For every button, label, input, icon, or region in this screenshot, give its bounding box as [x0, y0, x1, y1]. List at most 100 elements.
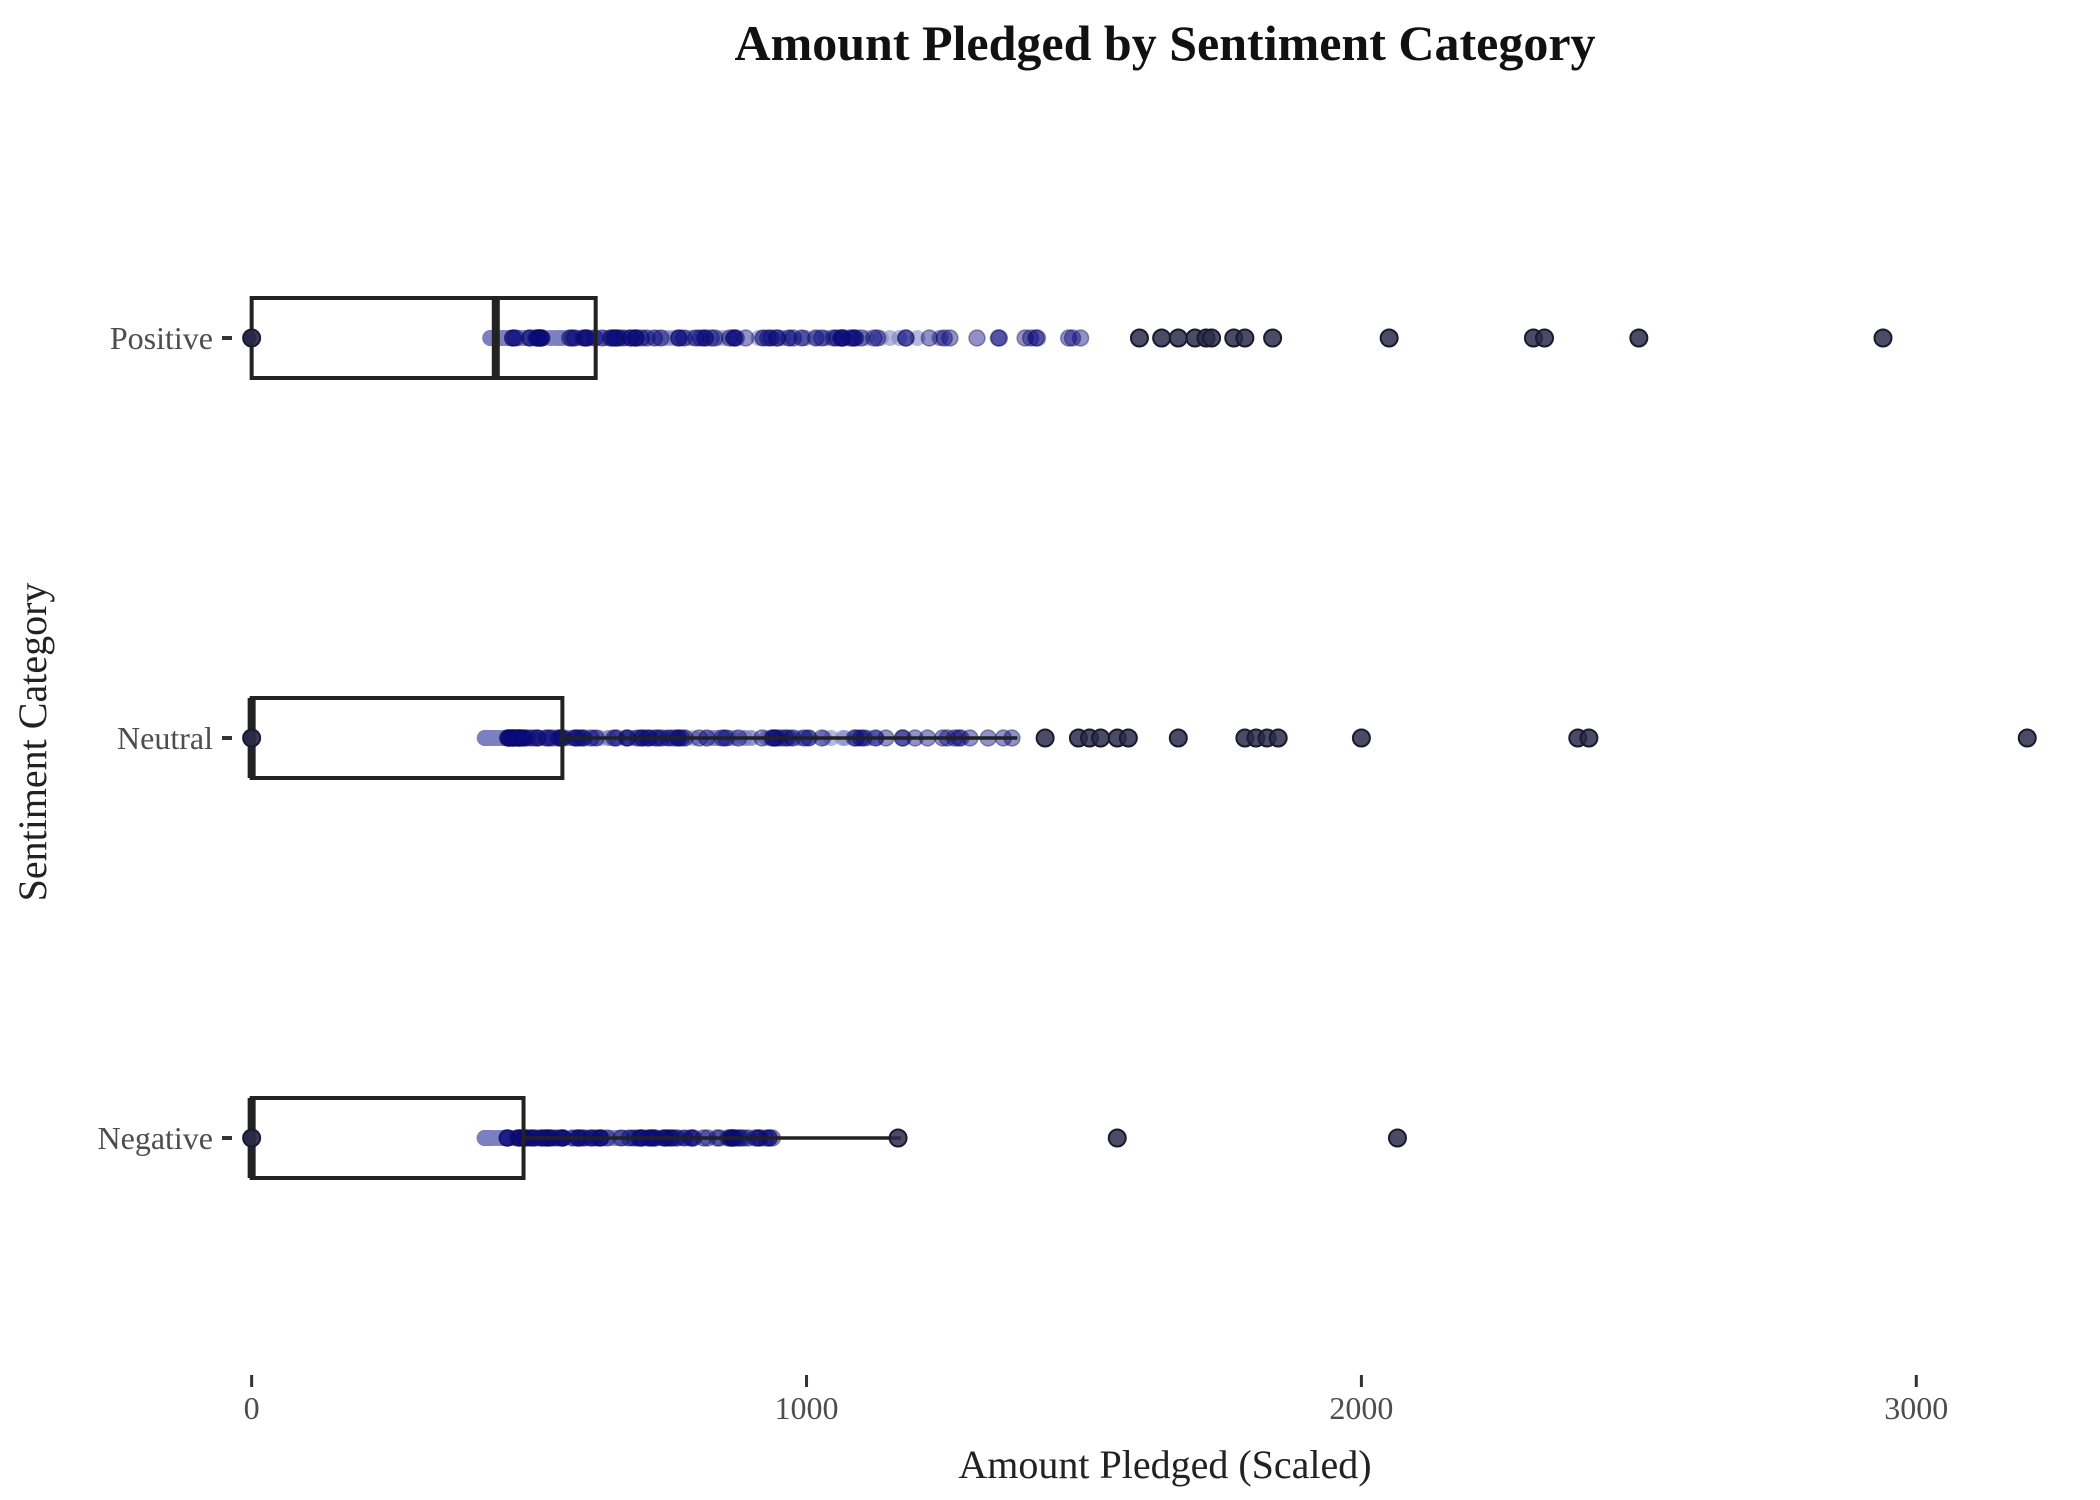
jitter-point	[824, 329, 843, 347]
jitter-point	[694, 330, 711, 346]
jitter-point	[615, 330, 632, 346]
jitter-point	[500, 330, 517, 346]
jitter-point	[1071, 329, 1090, 347]
jitter-point	[720, 329, 739, 347]
jitter-point	[638, 329, 656, 347]
jitter-point	[510, 729, 529, 747]
jitter-point	[498, 1129, 516, 1147]
jitter-point	[504, 729, 522, 747]
outlier-point	[1035, 728, 1055, 748]
jitter-point	[502, 729, 521, 747]
jitter-point	[627, 329, 645, 347]
jitter-point	[563, 329, 581, 347]
chart-title: Amount Pledged by Sentiment Category	[734, 15, 1595, 71]
jitter-point	[530, 329, 549, 347]
jitter-point	[847, 330, 864, 346]
jitter-point	[762, 329, 780, 347]
jitter-point	[1063, 329, 1082, 347]
outlier-point	[888, 1128, 908, 1148]
jitter-point	[509, 729, 527, 747]
jitter-point	[497, 730, 514, 746]
jitter-point	[504, 329, 522, 347]
jitter-point	[909, 330, 926, 346]
plot-area	[242, 296, 2037, 1180]
jitter-point	[501, 729, 519, 747]
y-tick-label: Negative	[98, 1120, 214, 1156]
jitter-point	[705, 329, 724, 347]
jitter-point	[519, 729, 537, 747]
jitter-point	[687, 329, 705, 347]
jitter-point	[531, 329, 549, 347]
jitter-point	[510, 729, 528, 747]
outlier-point	[242, 328, 262, 348]
outlier-point	[1091, 728, 1111, 748]
jitter-point	[696, 329, 714, 347]
jitter-point	[498, 1129, 517, 1147]
jitter-point	[834, 329, 852, 347]
x-tick-label: 3000	[1884, 1390, 1948, 1426]
jitter-point	[602, 329, 621, 347]
jitter-point	[768, 329, 786, 347]
jitter-point	[935, 329, 953, 347]
jitter-point	[845, 329, 863, 347]
jitter-point	[565, 329, 584, 347]
jitter-point	[784, 329, 803, 347]
jitter-point	[574, 329, 593, 347]
x-axis: 0 1000 2000 3000	[244, 1375, 1948, 1426]
jitter-point	[503, 329, 522, 347]
jitter-point	[827, 329, 846, 347]
jitter-point	[560, 329, 579, 347]
jitter-point	[891, 330, 908, 346]
outlier-point	[1107, 1128, 1127, 1148]
jitter-point	[632, 329, 650, 347]
outlier-point	[2017, 728, 2037, 748]
jitter-point	[481, 730, 498, 746]
outlier-point	[1263, 328, 1283, 348]
x-tick-label: 2000	[1329, 1390, 1393, 1426]
jitter-point	[500, 729, 518, 747]
jitter-point	[577, 330, 594, 346]
jitter-point	[692, 329, 710, 347]
jitter-point	[941, 329, 959, 347]
outlier-point	[1168, 728, 1188, 748]
jitter-point	[675, 329, 693, 347]
outlier-point	[1387, 1128, 1407, 1148]
jitter-point	[843, 329, 862, 347]
jitter-point	[499, 729, 517, 747]
outlier-point	[1535, 328, 1555, 348]
jitter-point	[543, 729, 562, 747]
outlier-point	[1873, 328, 1893, 348]
jitter-point	[517, 730, 534, 746]
jitter-point	[515, 729, 534, 747]
jitter-point	[806, 329, 825, 347]
jitter-point	[627, 329, 645, 347]
jitter-point	[990, 329, 1009, 347]
jitter-point	[626, 329, 645, 347]
jitter-point	[989, 329, 1008, 347]
outlier-point	[1351, 728, 1371, 748]
jitter-point	[672, 330, 689, 346]
jitter-point	[968, 329, 986, 347]
jitter-point	[724, 329, 743, 347]
jitter-point	[498, 729, 517, 747]
jitter-point	[1059, 329, 1078, 347]
jitter-point	[872, 330, 889, 346]
jitter-point	[670, 329, 688, 347]
jitter-point	[865, 329, 883, 347]
jitter-point	[506, 329, 525, 347]
jitter-point	[1027, 329, 1045, 347]
jitter-point	[670, 329, 688, 347]
jitter-point	[521, 329, 539, 347]
jitter-point	[727, 329, 746, 347]
y-axis-title: Sentiment Category	[10, 583, 55, 902]
jitter-point	[531, 329, 549, 347]
jitter-point	[657, 330, 674, 346]
jitter-point	[725, 330, 742, 346]
outlier-point	[1379, 328, 1399, 348]
x-tick-label: 1000	[775, 1390, 839, 1426]
jitter-point	[505, 729, 523, 747]
jitter-point	[512, 729, 530, 747]
jitter-point	[841, 329, 859, 347]
outlier-point	[1118, 728, 1138, 748]
